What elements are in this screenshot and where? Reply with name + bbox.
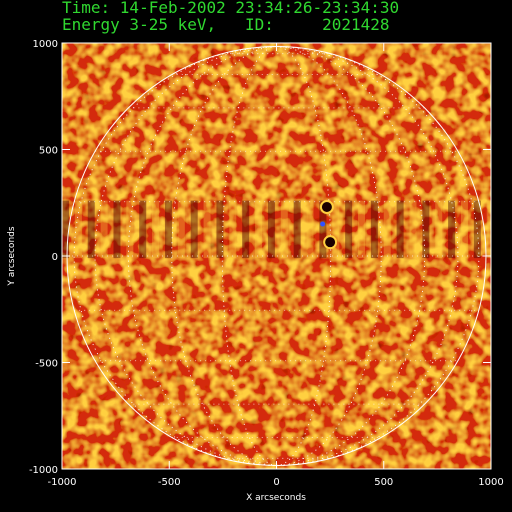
xray-intensity-map: [62, 43, 491, 469]
dark-source-spot: [323, 235, 338, 250]
y-tick-label: 500: [39, 146, 58, 157]
stripe-segment: [190, 200, 198, 259]
y-tick-label: 0: [52, 252, 58, 263]
stripe-segment: [422, 200, 430, 259]
stripe-segment: [409, 200, 417, 259]
x-axis-label: X arcseconds: [246, 493, 306, 503]
x-tick-label: -500: [158, 477, 181, 488]
stripe-segment: [229, 200, 237, 259]
stripe-segment: [280, 200, 288, 259]
stripe-segment: [460, 200, 468, 259]
stripe-segment: [396, 200, 404, 259]
stripe-segment: [62, 200, 69, 259]
horizontal-stripe-artifact: [62, 200, 491, 259]
stripe-segment: [242, 200, 250, 259]
longitude-line: [94, 46, 459, 466]
stripe-segment: [255, 200, 263, 259]
stripe-segment: [383, 200, 391, 259]
y-tick-label: 1000: [33, 39, 58, 50]
stripe-segment: [332, 200, 340, 259]
x-axis-ticks: -1000 -500 0 500 1000: [47, 43, 504, 488]
stripe-segment: [203, 200, 211, 259]
stripe-segment: [319, 200, 327, 259]
stripe-segment: [139, 200, 147, 259]
dark-source-spot: [319, 200, 334, 215]
stripe-segment: [164, 200, 172, 259]
longitude-line: [73, 46, 480, 466]
stripe-segment: [345, 200, 353, 259]
stripe-segment: [152, 200, 160, 259]
x-tick-label: 1000: [478, 477, 503, 488]
stripe-segment: [100, 200, 108, 259]
stripe-segment: [358, 200, 366, 259]
source-marker: [320, 221, 326, 227]
energy-range-text: Energy 3-25 keV, ID: 2021428: [62, 15, 390, 34]
stripe-segment: [216, 200, 224, 259]
stripe-segment: [473, 200, 481, 259]
x-tick-label: 500: [374, 477, 393, 488]
y-axis-ticks: 1000 500 0 -500 -1000: [29, 39, 491, 476]
x-tick-label: 0: [273, 477, 279, 488]
stripe-segment: [113, 200, 121, 259]
y-axis-label: Y arcseconds: [7, 226, 17, 286]
y-tick-label: -1000: [29, 465, 58, 476]
flare-sources: [319, 200, 338, 250]
stripe-segment: [177, 200, 185, 259]
stripe-segment: [306, 200, 314, 259]
y-tick-label: -500: [35, 359, 58, 370]
stripe-segment: [486, 200, 491, 259]
stripe-segment: [293, 200, 301, 259]
x-tick-label: -1000: [47, 477, 76, 488]
time-range-text: Time: 14-Feb-2002 23:34:26-23:34:30: [62, 0, 400, 17]
stripe-segment: [87, 200, 95, 259]
stripe-segment: [74, 200, 82, 259]
stripe-segment: [126, 200, 134, 259]
longitude-line: [127, 46, 426, 466]
stripe-segment: [435, 200, 443, 259]
plot-axes: -1000 -500 0 500 1000 1000 500 0 -500 -1000 X ar…: [7, 39, 504, 503]
stripe-segment: [448, 200, 456, 259]
stripe-segment: [267, 200, 275, 259]
stripe-segment: [370, 200, 378, 259]
